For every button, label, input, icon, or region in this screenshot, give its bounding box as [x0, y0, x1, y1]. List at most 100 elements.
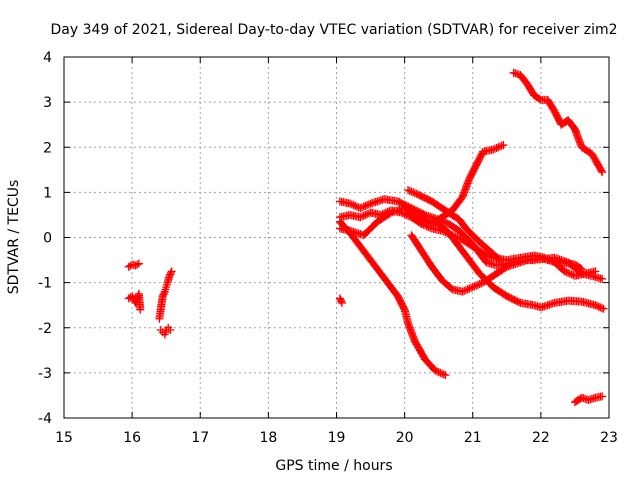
y-tick-label: -1 — [38, 276, 52, 292]
data-point — [468, 283, 477, 292]
series-s13 — [570, 392, 607, 407]
data-point — [356, 204, 365, 213]
trace-marker — [398, 209, 407, 218]
data-point — [598, 168, 607, 177]
trace-marker — [439, 227, 448, 236]
trace-marker — [441, 218, 450, 227]
data-point — [376, 210, 385, 219]
series-s6 — [335, 217, 450, 380]
series-s4 — [156, 323, 175, 339]
trace-marker — [337, 297, 346, 306]
trace-marker — [422, 222, 431, 231]
trace-marker — [436, 368, 445, 377]
data-point — [499, 140, 508, 149]
series-s2 — [124, 289, 145, 314]
data-point — [167, 267, 176, 276]
x-tick-label: 16 — [123, 430, 141, 446]
data-point — [417, 219, 426, 228]
trace-marker — [358, 212, 367, 221]
trace-marker — [402, 210, 411, 219]
trace-marker — [383, 207, 392, 216]
y-tick-label: -2 — [38, 321, 52, 337]
data-point — [431, 366, 440, 375]
trace-marker — [547, 256, 556, 265]
trace-marker — [497, 141, 506, 150]
y-tick-label: -4 — [38, 411, 52, 427]
data-point — [441, 371, 450, 380]
trace-marker — [349, 201, 358, 210]
trace-marker — [352, 202, 361, 211]
trace-marker — [378, 210, 387, 219]
trace-marker — [363, 210, 372, 219]
y-tick-label: 4 — [43, 50, 52, 66]
x-tick-label: 15 — [55, 430, 73, 446]
trace-marker — [363, 201, 372, 210]
trace-marker — [421, 221, 430, 230]
trace-marker — [545, 256, 554, 265]
trace-marker — [485, 252, 494, 261]
trace-marker — [380, 209, 389, 218]
trace-marker — [496, 142, 504, 151]
series-s11 — [404, 140, 508, 228]
data-point — [599, 304, 608, 313]
data-point — [478, 249, 487, 258]
trace-marker — [424, 222, 433, 231]
trace-marker — [419, 220, 428, 229]
data-point — [346, 199, 355, 208]
trace-marker — [564, 268, 573, 277]
trace-marker — [434, 368, 443, 377]
data-points — [124, 68, 608, 407]
trace-marker — [492, 144, 501, 153]
trace-marker — [160, 289, 169, 298]
y-tick-label: 2 — [43, 140, 52, 156]
trace-marker — [461, 286, 470, 295]
y-tick-label: -3 — [38, 366, 52, 382]
trace-marker — [490, 144, 499, 153]
trace-marker — [453, 233, 462, 242]
trace-marker — [405, 186, 414, 195]
x-tick-label: 18 — [259, 430, 277, 446]
trace-marker — [426, 223, 435, 232]
trace-marker — [473, 280, 482, 289]
series-s12 — [509, 68, 607, 177]
trace-marker — [358, 203, 367, 212]
trace-marker — [410, 189, 419, 198]
trace-marker — [463, 285, 472, 294]
grid-lines — [64, 57, 609, 418]
trace-marker — [455, 234, 464, 243]
trace-marker — [443, 228, 452, 237]
trace-marker — [351, 201, 360, 210]
data-point — [134, 259, 143, 268]
x-tick-label: 17 — [191, 430, 209, 446]
data-point — [448, 231, 457, 240]
trace-marker — [439, 370, 448, 379]
x-tick-labels: 15 16 17 18 19 20 21 22 23 — [55, 430, 618, 446]
data-point — [166, 326, 175, 335]
trace-marker — [487, 253, 496, 262]
trace-marker — [467, 283, 476, 292]
x-tick-label: 19 — [328, 430, 346, 446]
y-tick-label: 1 — [43, 185, 52, 201]
data-point — [591, 267, 600, 276]
trace-marker — [465, 284, 474, 293]
data-point — [136, 305, 145, 314]
trace-marker — [166, 268, 175, 277]
trace-marker — [404, 211, 413, 220]
trace-marker — [567, 270, 576, 279]
data-point — [128, 292, 137, 301]
series-s1 — [124, 259, 143, 271]
trace-marker — [475, 280, 484, 289]
data-point — [438, 226, 447, 235]
trace-marker — [347, 200, 356, 209]
trace-marker — [484, 251, 493, 260]
series-s14 — [335, 206, 600, 280]
trace-marker — [361, 210, 370, 219]
trace-marker — [597, 166, 606, 175]
trace-marker — [409, 188, 418, 197]
trace-marker — [541, 254, 550, 263]
trace-marker — [494, 143, 503, 152]
chart-title: Day 349 of 2021, Sidereal Day-to-day VTE… — [51, 22, 618, 38]
series-s3 — [155, 267, 176, 323]
trace-marker — [407, 187, 416, 196]
